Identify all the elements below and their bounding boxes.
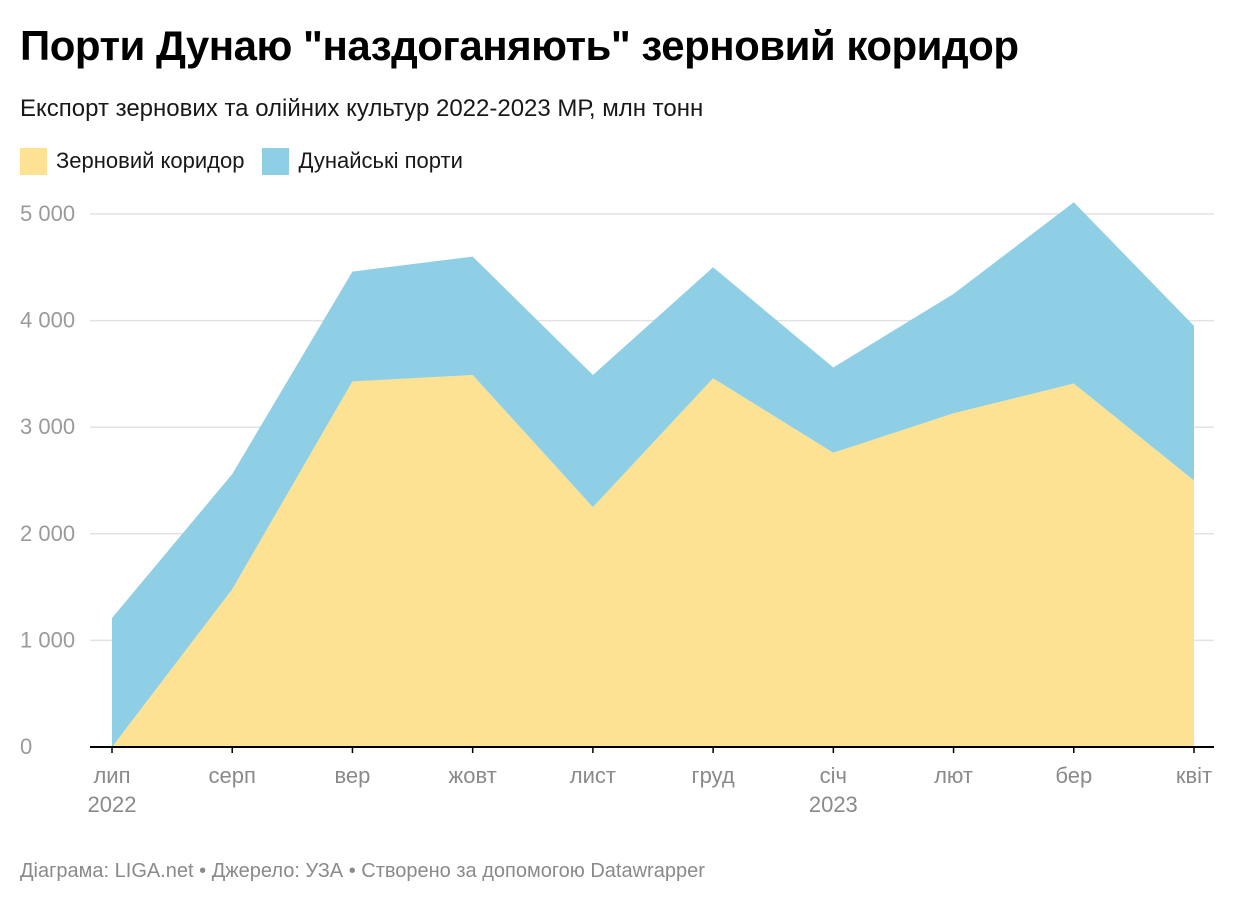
source-footer: Діаграма: LIGA.net • Джерело: УЗА • Ство… xyxy=(20,860,705,882)
x-tick-label: вер xyxy=(334,763,370,788)
y-tick-label: 2 000 xyxy=(20,521,75,546)
x-tick-label: бер xyxy=(1055,763,1092,788)
chart-subtitle: Експорт зернових та олійних культур 2022… xyxy=(20,95,704,122)
y-tick-label: 3 000 xyxy=(20,414,75,439)
legend-item-danube: Дунайські порти xyxy=(262,147,463,175)
legend-label-danube: Дунайські порти xyxy=(298,148,463,173)
x-tick-label: квіт xyxy=(1176,763,1212,788)
x-tick-year-label: 2022 xyxy=(88,792,137,817)
series-area-danube xyxy=(112,202,1194,748)
x-tick-year-label: 2023 xyxy=(809,792,858,817)
x-tick-label: лип xyxy=(93,763,130,788)
x-tick-label: лист xyxy=(570,763,616,788)
chart-title: Порти Дунаю "наздоганяють" зерновий кори… xyxy=(20,22,1019,69)
y-tick-label: 5 000 xyxy=(20,201,75,226)
series-area-corridor xyxy=(112,375,1194,747)
legend-swatch-danube xyxy=(262,147,290,175)
legend-label-corridor: Зерновий коридор xyxy=(56,148,245,173)
y-tick-label: 4 000 xyxy=(20,308,75,333)
x-tick-label: груд xyxy=(692,763,735,788)
y-tick-label: 1 000 xyxy=(20,627,75,652)
legend-swatch-corridor xyxy=(20,147,47,175)
y-tick-label: 0 xyxy=(20,734,32,759)
legend: Зерновий коридор Дунайські порти xyxy=(20,147,481,175)
x-tick-label: жовт xyxy=(449,763,497,788)
x-tick-label: лют xyxy=(934,763,973,788)
x-tick-label: січ xyxy=(820,763,847,788)
x-tick-label: серп xyxy=(209,763,256,788)
legend-item-corridor: Зерновий коридор xyxy=(20,147,244,175)
